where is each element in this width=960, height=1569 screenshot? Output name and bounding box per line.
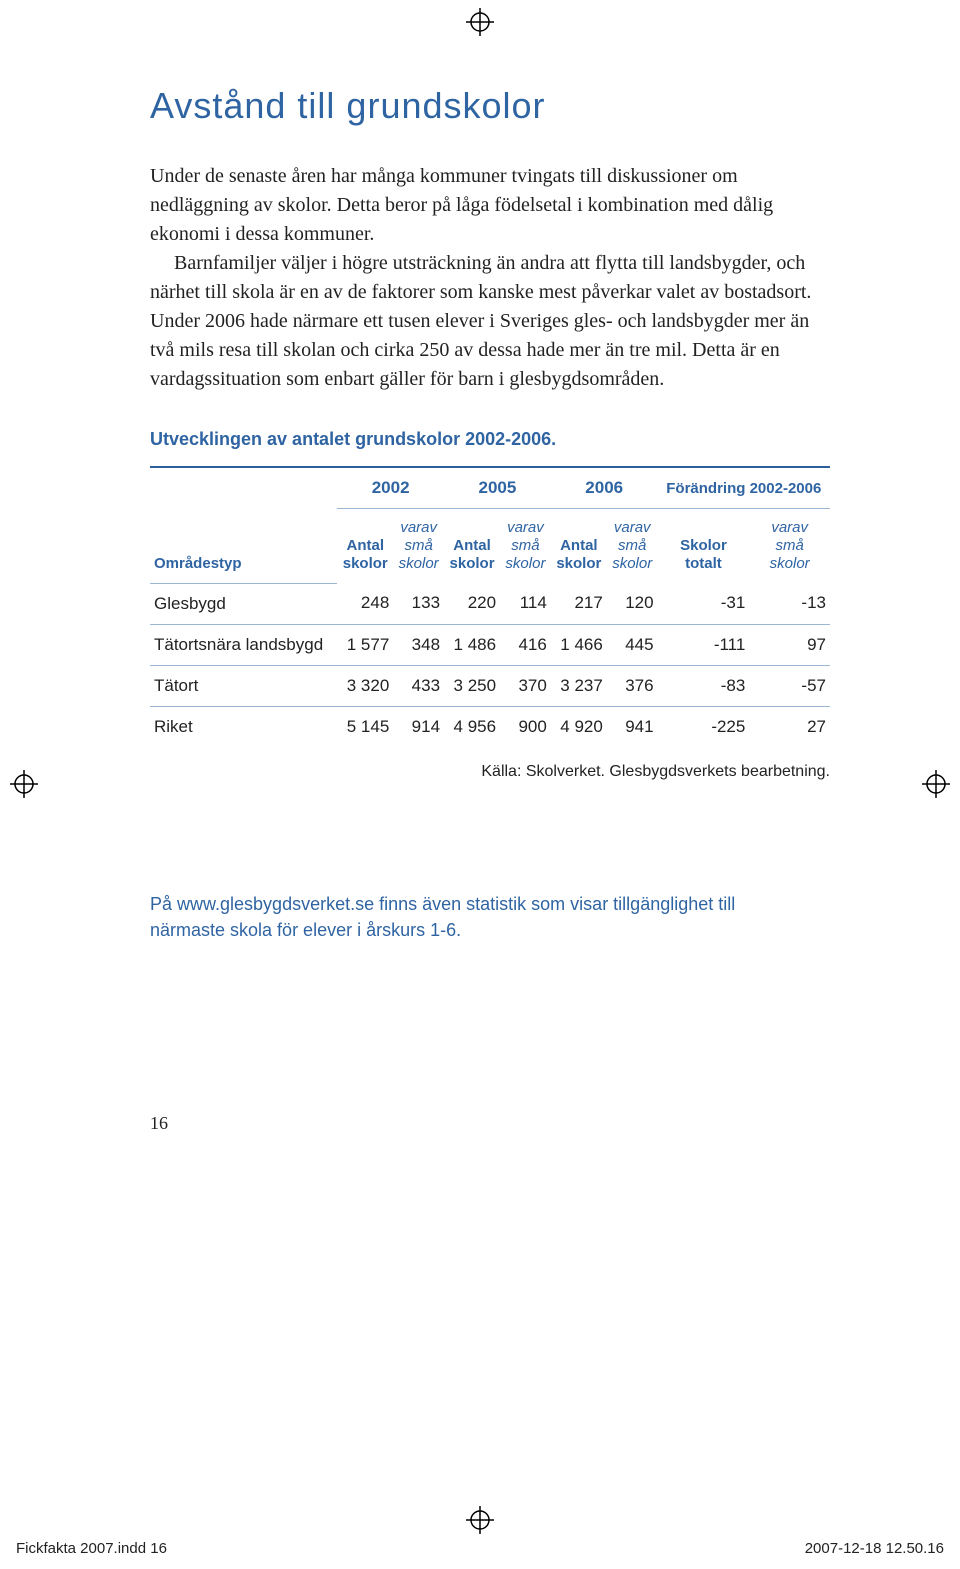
cell: 220 bbox=[444, 583, 500, 624]
table-row: Glesbygd 248 133 220 114 217 120 -31 -13 bbox=[150, 583, 830, 624]
cell: -31 bbox=[658, 583, 750, 624]
cell: -57 bbox=[749, 665, 830, 706]
table-source: Källa: Skolverket. Glesbygdsverkets bear… bbox=[150, 763, 830, 781]
cell: 4 920 bbox=[551, 706, 607, 747]
footer-link-text: På www.glesbygdsverket.se finns även sta… bbox=[150, 891, 750, 943]
subhead-antal-2002: Antalskolor bbox=[337, 509, 393, 584]
schools-table: Områdestyp 2002 2005 2006 Förändring 200… bbox=[150, 466, 830, 747]
cell: 3 320 bbox=[337, 665, 393, 706]
table-row: Riket 5 145 914 4 956 900 4 920 941 -225… bbox=[150, 706, 830, 747]
cell: 1 577 bbox=[337, 624, 393, 665]
row-label: Tätort bbox=[150, 665, 337, 706]
cell: 348 bbox=[393, 624, 444, 665]
row-label: Tätortsnära landsbygd bbox=[150, 624, 337, 665]
cell: 4 956 bbox=[444, 706, 500, 747]
cell: 941 bbox=[607, 706, 658, 747]
cell: 27 bbox=[749, 706, 830, 747]
cell: 914 bbox=[393, 706, 444, 747]
registration-mark-left bbox=[10, 770, 38, 798]
cell: 370 bbox=[500, 665, 551, 706]
row-label: Riket bbox=[150, 706, 337, 747]
cell: 97 bbox=[749, 624, 830, 665]
subhead-varav-2005: varavsmåskolor bbox=[500, 509, 551, 584]
cell: 133 bbox=[393, 583, 444, 624]
cell: 120 bbox=[607, 583, 658, 624]
page-content: Avstånd till grundskolor Under de senast… bbox=[0, 0, 960, 1134]
cell: 5 145 bbox=[337, 706, 393, 747]
subhead-varav-change: varavsmåskolor bbox=[749, 509, 830, 584]
cell: 3 250 bbox=[444, 665, 500, 706]
col-group-2006: 2006 bbox=[551, 467, 658, 509]
footer-left: Fickfakta 2007.indd 16 bbox=[16, 1540, 167, 1557]
col-group-2005: 2005 bbox=[444, 467, 551, 509]
subhead-skolor-totalt: Skolortotalt bbox=[658, 509, 750, 584]
footer-right: 2007-12-18 12.50.16 bbox=[805, 1540, 944, 1557]
paragraph-1: Under de senaste åren har många kommuner… bbox=[150, 162, 830, 249]
table-row: Tätort 3 320 433 3 250 370 3 237 376 -83… bbox=[150, 665, 830, 706]
row-label: Glesbygd bbox=[150, 583, 337, 624]
cell: 217 bbox=[551, 583, 607, 624]
subhead-antal-2005: Antalskolor bbox=[444, 509, 500, 584]
registration-mark-bottom bbox=[466, 1506, 494, 1534]
col-group-change: Förändring 2002-2006 bbox=[658, 467, 830, 509]
cell: -111 bbox=[658, 624, 750, 665]
cell: -83 bbox=[658, 665, 750, 706]
registration-mark-right bbox=[922, 770, 950, 798]
cell: 1 466 bbox=[551, 624, 607, 665]
subhead-antal-2006: Antalskolor bbox=[551, 509, 607, 584]
page-number: 16 bbox=[150, 1113, 830, 1134]
cell: 433 bbox=[393, 665, 444, 706]
table-caption: Utvecklingen av antalet grundskolor 2002… bbox=[150, 429, 830, 450]
print-footer: Fickfakta 2007.indd 16 2007-12-18 12.50.… bbox=[0, 1540, 960, 1557]
table-body: Glesbygd 248 133 220 114 217 120 -31 -13… bbox=[150, 583, 830, 747]
cell: 3 237 bbox=[551, 665, 607, 706]
page-title: Avstånd till grundskolor bbox=[150, 85, 830, 127]
cell: 376 bbox=[607, 665, 658, 706]
col-group-2002: 2002 bbox=[337, 467, 444, 509]
registration-mark-top bbox=[466, 8, 494, 36]
paragraph-2: Barnfamiljer väljer i högre utsträckning… bbox=[150, 249, 830, 394]
cell: 900 bbox=[500, 706, 551, 747]
subhead-varav-2006: varavsmåskolor bbox=[607, 509, 658, 584]
cell: -13 bbox=[749, 583, 830, 624]
cell: -225 bbox=[658, 706, 750, 747]
cell: 445 bbox=[607, 624, 658, 665]
row-header: Områdestyp bbox=[154, 555, 333, 573]
cell: 248 bbox=[337, 583, 393, 624]
subhead-varav-2002: varavsmåskolor bbox=[393, 509, 444, 584]
cell: 1 486 bbox=[444, 624, 500, 665]
cell: 114 bbox=[500, 583, 551, 624]
cell: 416 bbox=[500, 624, 551, 665]
table-row: Tätortsnära landsbygd 1 577 348 1 486 41… bbox=[150, 624, 830, 665]
